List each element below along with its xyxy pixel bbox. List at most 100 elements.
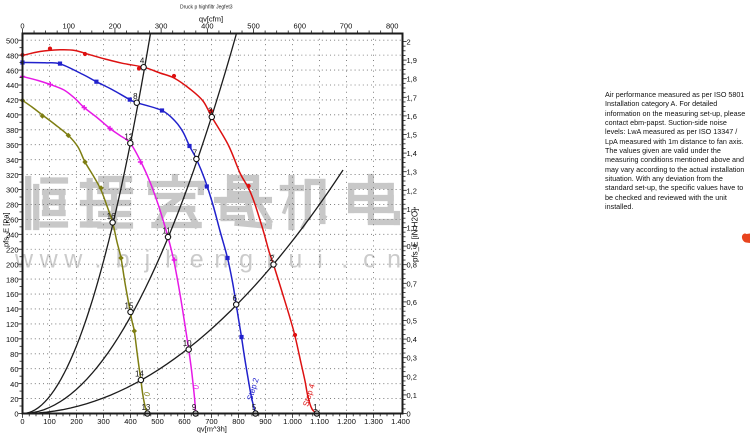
svg-text:1.100: 1.100: [310, 417, 329, 426]
svg-text:j: j: [144, 246, 151, 274]
svg-text:0,2: 0,2: [407, 372, 417, 381]
svg-text:1,2: 1,2: [407, 186, 417, 195]
svg-text:0: 0: [407, 410, 411, 419]
svg-text:4: 4: [140, 57, 145, 66]
svg-text:20: 20: [10, 395, 18, 404]
svg-text:0: 0: [142, 390, 152, 397]
svg-text:140: 140: [6, 305, 19, 314]
svg-text:1.300: 1.300: [364, 417, 383, 426]
svg-text:500: 500: [151, 417, 164, 426]
svg-text:2: 2: [270, 254, 275, 263]
svg-text:14: 14: [135, 369, 144, 378]
svg-text:460: 460: [6, 66, 19, 75]
svg-text:15: 15: [125, 301, 134, 310]
svg-text:0,6: 0,6: [407, 298, 417, 307]
svg-text:340: 340: [6, 156, 19, 165]
svg-text:1,4: 1,4: [407, 149, 417, 158]
svg-text:500: 500: [6, 36, 19, 45]
svg-text:360: 360: [6, 141, 19, 150]
svg-text:1,0: 1,0: [407, 224, 417, 233]
svg-text:w: w: [63, 246, 83, 274]
svg-text:1.000: 1.000: [283, 417, 302, 426]
svg-text:300: 300: [6, 186, 19, 195]
svg-text:400: 400: [6, 111, 19, 120]
svg-text:800: 800: [232, 417, 245, 426]
svg-text:7: 7: [193, 148, 198, 157]
svg-text:g: g: [239, 246, 253, 274]
svg-text:80: 80: [10, 350, 18, 359]
svg-text:60: 60: [10, 365, 18, 374]
svg-text:100: 100: [6, 335, 19, 344]
svg-text:i: i: [317, 246, 323, 274]
svg-text:pfs_E [Pa]: pfs_E [Pa]: [2, 212, 11, 247]
svg-text:u: u: [288, 246, 302, 274]
svg-text:.: .: [95, 246, 102, 274]
svg-text:5: 5: [252, 403, 257, 412]
svg-text:12: 12: [124, 133, 133, 142]
svg-text:8: 8: [133, 92, 138, 101]
svg-text:400: 400: [124, 417, 137, 426]
svg-text:0,1: 0,1: [407, 391, 417, 400]
svg-text:440: 440: [6, 81, 19, 90]
svg-text:260: 260: [6, 216, 19, 225]
svg-text:1,7: 1,7: [407, 93, 417, 102]
svg-text:13: 13: [141, 403, 150, 412]
svg-text:800: 800: [386, 22, 399, 31]
svg-text:1,5: 1,5: [407, 131, 417, 140]
svg-text:0,5: 0,5: [407, 317, 417, 326]
svg-text:1,3: 1,3: [407, 168, 417, 177]
svg-text:300: 300: [155, 22, 168, 31]
svg-text:qv[m^3h]: qv[m^3h]: [197, 424, 227, 433]
svg-text:220: 220: [6, 245, 19, 254]
svg-text:e: e: [190, 246, 204, 274]
svg-text:120: 120: [6, 320, 19, 329]
svg-text:2: 2: [407, 38, 411, 47]
svg-text:320: 320: [6, 171, 19, 180]
svg-text:n: n: [214, 246, 228, 274]
svg-text:11: 11: [162, 226, 171, 235]
svg-text:0: 0: [191, 383, 201, 390]
svg-text:420: 420: [6, 96, 19, 105]
svg-text:w: w: [14, 246, 34, 274]
svg-text:c: c: [363, 246, 376, 274]
svg-text:200: 200: [109, 22, 122, 31]
svg-text:280: 280: [6, 201, 19, 210]
svg-text:0,4: 0,4: [407, 335, 417, 344]
svg-text:w: w: [39, 246, 59, 274]
svg-text:16: 16: [107, 212, 116, 221]
svg-text:6: 6: [232, 294, 237, 303]
svg-text:500: 500: [247, 22, 260, 31]
svg-text:0,3: 0,3: [407, 354, 417, 363]
svg-text:0: 0: [20, 417, 24, 426]
svg-text:9: 9: [192, 403, 197, 412]
svg-text:0,7: 0,7: [407, 279, 417, 288]
svg-text:160: 160: [6, 290, 19, 299]
svg-text:1,8: 1,8: [407, 75, 417, 84]
svg-text:.: .: [341, 246, 348, 274]
svg-text:0,9: 0,9: [407, 242, 417, 251]
svg-text:1.400: 1.400: [391, 417, 410, 426]
svg-text:100: 100: [43, 417, 56, 426]
svg-text:10: 10: [183, 339, 192, 348]
svg-text:Druck p highfiltr Jegfet3: Druck p highfiltr Jegfet3: [180, 5, 233, 11]
svg-text:700: 700: [340, 22, 353, 31]
svg-text:n: n: [387, 246, 401, 274]
svg-text:180: 180: [6, 275, 19, 284]
svg-text:1,1: 1,1: [407, 205, 417, 214]
svg-text:qv[cfm]: qv[cfm]: [199, 15, 223, 24]
svg-text:1,9: 1,9: [407, 56, 417, 65]
svg-text:0: 0: [14, 410, 18, 419]
svg-text:1,6: 1,6: [407, 112, 417, 121]
svg-text:0,8: 0,8: [407, 261, 417, 270]
svg-text:200: 200: [70, 417, 83, 426]
svg-text:1.200: 1.200: [337, 417, 356, 426]
svg-text:400: 400: [201, 22, 214, 31]
svg-text:480: 480: [6, 51, 19, 60]
svg-text:300: 300: [97, 417, 110, 426]
svg-text:380: 380: [6, 126, 19, 135]
svg-text:600: 600: [294, 22, 307, 31]
svg-text:3: 3: [208, 106, 213, 115]
svg-text:600: 600: [178, 417, 191, 426]
svg-text:40: 40: [10, 380, 18, 389]
svg-text:1: 1: [313, 403, 318, 412]
